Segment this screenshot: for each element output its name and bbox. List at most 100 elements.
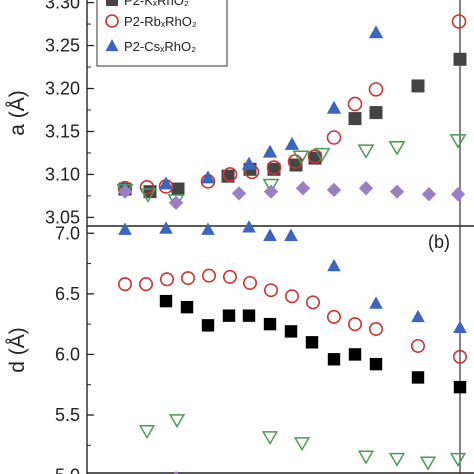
data-point	[263, 228, 277, 241]
data-point	[411, 309, 425, 323]
data-point	[138, 425, 156, 440]
data-point	[159, 294, 173, 308]
data-point	[263, 317, 277, 331]
y-tick-label: 3.15	[45, 121, 80, 141]
data-point	[453, 380, 467, 394]
y-axis-title: a (Å)	[6, 90, 29, 136]
data-point	[347, 96, 363, 112]
data-point	[388, 452, 406, 467]
y-tick-label: 3.25	[45, 36, 80, 56]
data-point	[201, 319, 215, 332]
data-point	[168, 195, 184, 210]
data-point	[453, 320, 467, 334]
data-point	[369, 357, 383, 371]
y-tick-label: 3.20	[45, 79, 80, 99]
data-point	[242, 220, 256, 233]
data-point	[139, 188, 157, 203]
data-point	[202, 268, 217, 283]
data-point	[348, 348, 362, 361]
data-point	[411, 371, 425, 384]
legend-box	[96, 0, 228, 67]
y-tick-label: 3.05	[45, 207, 80, 227]
data-point	[295, 181, 311, 196]
data-point	[284, 228, 298, 241]
data-point	[266, 160, 282, 175]
data-point	[421, 187, 437, 202]
data-point	[180, 300, 194, 314]
data-point	[348, 112, 362, 126]
data-point	[173, 471, 179, 474]
data-point	[168, 414, 186, 429]
legend-label: P2-CsₓRhO₂	[124, 39, 196, 54]
y-tick-label: 6.0	[55, 344, 80, 364]
data-point	[201, 222, 215, 235]
y-tick-label: 3.10	[45, 164, 80, 184]
data-point	[449, 134, 467, 149]
data-point	[368, 82, 384, 97]
data-point	[243, 275, 258, 290]
data-point	[358, 181, 374, 196]
data-point	[411, 79, 425, 93]
y-tick-label: 7.0	[55, 223, 80, 243]
data-point	[263, 283, 278, 298]
legend: P2-KₓRhO₂ P2-RbₓRhO₂ P2-CsₓRhO₂	[96, 0, 228, 67]
data-point	[159, 221, 173, 234]
data-point	[223, 269, 238, 284]
data-point	[326, 182, 342, 198]
data-point	[284, 325, 298, 338]
data-point	[419, 456, 437, 471]
data-point	[284, 136, 300, 150]
data-point	[171, 182, 185, 196]
data-point	[305, 336, 319, 349]
y-axis-title: d (Å)	[6, 327, 29, 373]
data-point	[222, 309, 236, 322]
legend-marker	[105, 39, 119, 52]
data-point	[450, 187, 466, 202]
data-point	[388, 140, 406, 156]
legend-marker	[106, 0, 118, 6]
legend-marker	[105, 14, 119, 28]
data-point	[449, 452, 467, 467]
legend-label: P2-KₓRhO₂	[124, 0, 189, 8]
data-point	[326, 100, 342, 114]
data-point	[453, 52, 467, 66]
data-point	[357, 144, 375, 160]
data-point	[410, 338, 425, 353]
data-point	[261, 431, 279, 446]
data-point	[452, 349, 467, 364]
panel-label: (b)	[428, 232, 450, 252]
data-point	[139, 277, 154, 292]
y-tick-label: 3.30	[45, 0, 80, 13]
data-point	[389, 184, 405, 199]
data-point	[222, 167, 238, 182]
data-point	[118, 222, 132, 235]
data-point	[160, 272, 175, 287]
data-point	[118, 277, 133, 292]
data-point	[451, 14, 467, 29]
series-2	[118, 220, 467, 334]
series-0	[159, 294, 467, 394]
data-point	[263, 184, 279, 199]
data-point	[369, 106, 383, 120]
data-point	[231, 186, 247, 201]
panel-b: 5.0 5.5 6.0 6.5 7.0 d (Å) (b)	[6, 220, 474, 474]
panel-a: 3.053.103.153.203.253.30a (Å)P2-KₓRhO₂P2…	[6, 0, 474, 227]
legend-label: P2-RbₓRhO₂	[124, 14, 197, 29]
data-point	[241, 156, 257, 170]
y-tick-label: 6.5	[55, 284, 80, 304]
data-point	[313, 147, 331, 163]
data-point	[242, 309, 256, 322]
data-point	[327, 353, 341, 366]
data-point	[326, 309, 341, 324]
series-1	[118, 268, 467, 364]
data-point	[292, 150, 310, 166]
data-point	[293, 437, 311, 452]
data-point	[158, 176, 174, 190]
series-4	[117, 181, 466, 210]
data-point	[181, 271, 196, 286]
y-tick-label: 5.5	[55, 405, 80, 425]
data-point	[369, 296, 383, 309]
data-point	[347, 317, 362, 332]
data-point	[357, 450, 375, 465]
